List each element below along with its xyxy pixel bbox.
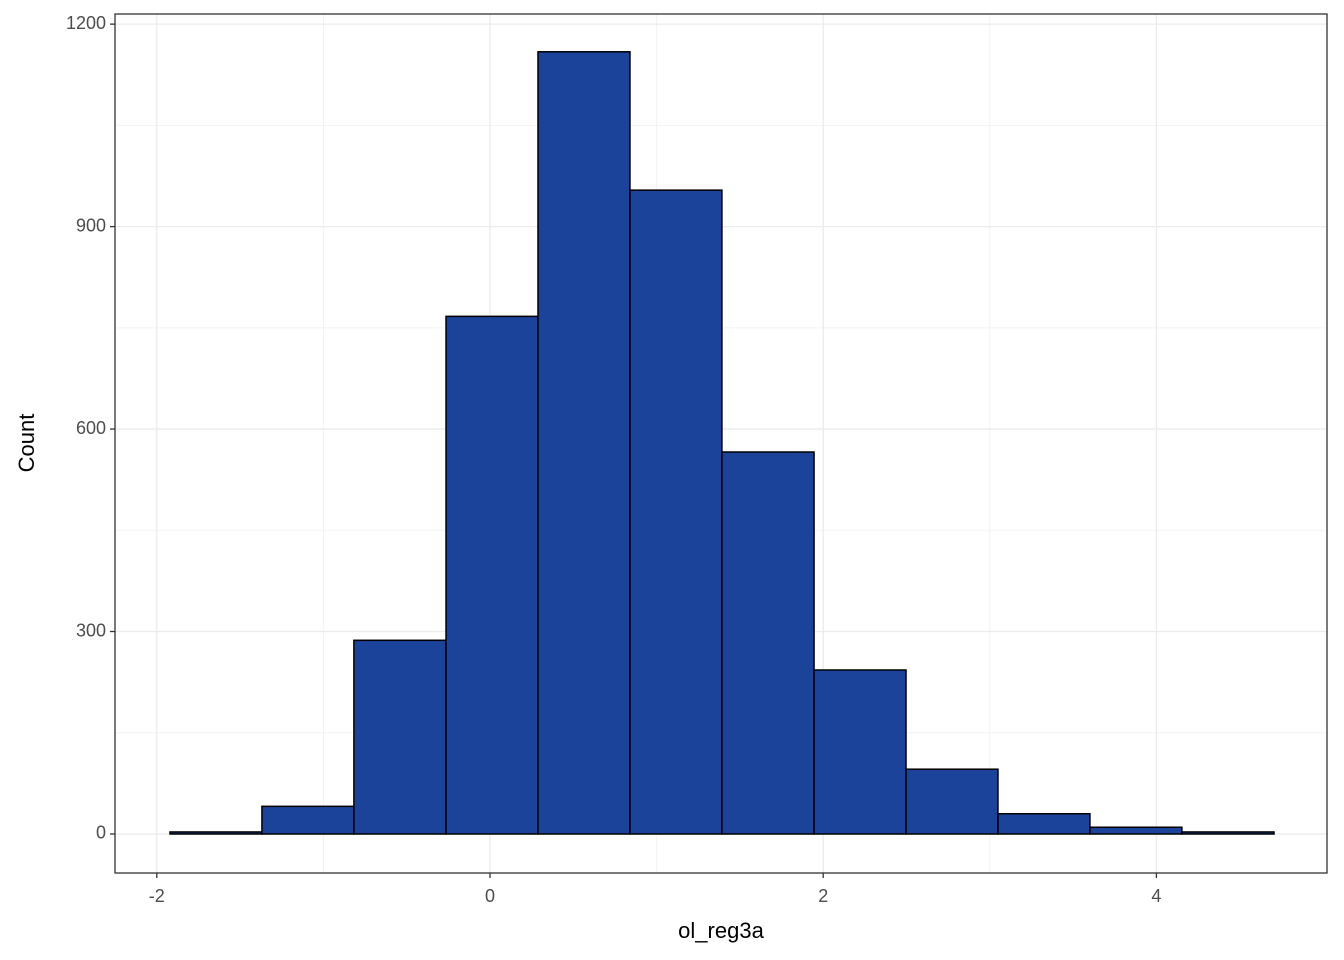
y-tick-label: 900 — [76, 215, 106, 235]
x-tick-label: 4 — [1151, 886, 1161, 906]
bar — [721, 451, 815, 835]
plot-border — [114, 13, 1328, 874]
bar — [813, 669, 907, 835]
x-tick-label: -2 — [149, 886, 165, 906]
bar — [997, 812, 1091, 835]
x-axis-title: ol_reg3a — [678, 918, 764, 943]
y-tick-label: 1200 — [66, 13, 106, 33]
bar — [261, 805, 355, 835]
y-axis-title: Count — [14, 414, 39, 473]
bar — [629, 189, 723, 835]
y-tick-label: 300 — [76, 620, 106, 640]
bar — [1089, 826, 1183, 835]
bar — [353, 639, 447, 835]
bar — [905, 768, 999, 835]
y-tick-label: 600 — [76, 418, 106, 438]
x-tick-label: 0 — [485, 886, 495, 906]
bar — [537, 51, 631, 835]
y-tick-label: 0 — [96, 823, 106, 843]
x-tick-label: 2 — [818, 886, 828, 906]
bar — [445, 315, 539, 835]
bar — [169, 831, 263, 835]
bar — [1181, 831, 1275, 835]
